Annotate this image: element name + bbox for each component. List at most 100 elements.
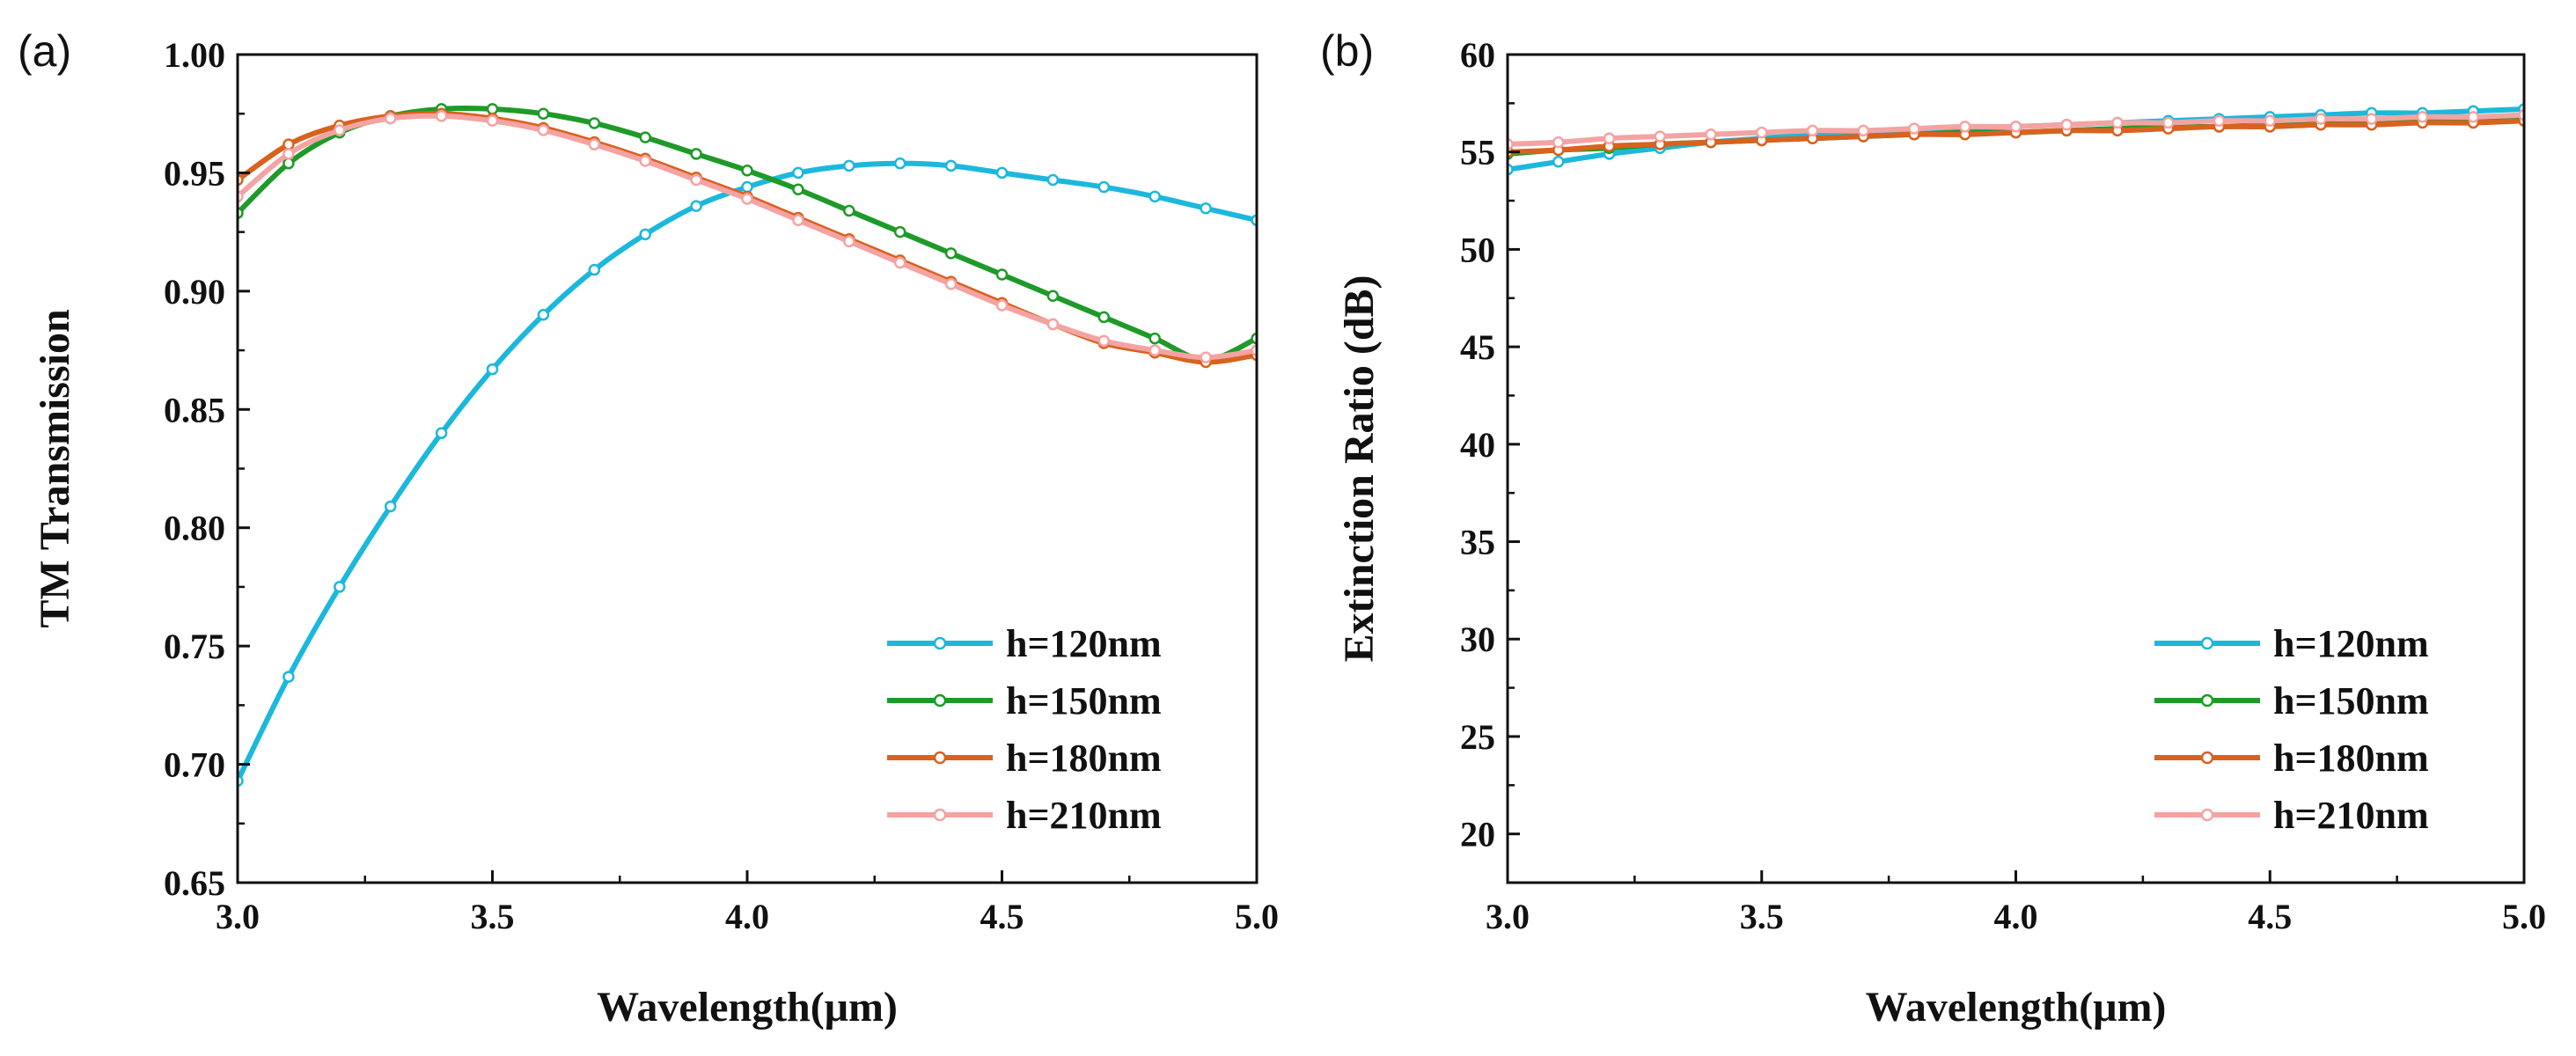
data-point-h=210nm-16: [1046, 318, 1060, 331]
data-point-h=120nm-5: [486, 363, 499, 376]
data-point-h=210nm-8: [1908, 122, 1920, 135]
x-tick-label: 3.5: [1740, 897, 1784, 936]
x-tick-label: 5.0: [2502, 897, 2546, 936]
data-point-h=210nm-8: [639, 155, 651, 167]
data-point-h=210nm-5: [486, 114, 499, 128]
data-point-h=150nm-16: [1046, 290, 1060, 302]
legend: h=120nm h=150nm h=180nm h=210nm: [887, 622, 1162, 837]
data-point-h=210nm-19: [2467, 111, 2479, 123]
data-point-h=150nm-1: [283, 157, 295, 170]
legend-label-h=120nm: h=120nm: [1006, 622, 1162, 665]
data-point-h=150nm-5: [486, 103, 499, 115]
y-tick-label: 60: [1460, 35, 1495, 75]
data-point-h=120nm-4: [435, 427, 448, 439]
data-point-h=210nm-12: [2111, 116, 2124, 129]
data-point-h=150nm-10: [741, 164, 753, 177]
data-point-h=150nm-13: [893, 225, 906, 238]
y-tick-label: 0.85: [164, 390, 225, 429]
data-point-h=150nm-17: [1097, 311, 1111, 324]
y-tick-label: 1.00: [164, 35, 225, 75]
y-tick-label: 0.90: [164, 272, 225, 312]
legend-marker-h=180nm: [2200, 751, 2214, 765]
data-point-h=150nm-18: [1149, 332, 1161, 345]
data-point-h=210nm-9: [1959, 121, 1971, 133]
data-point-h=120nm-11: [792, 166, 804, 180]
legend-label-h=120nm: h=120nm: [2273, 622, 2429, 665]
data-point-h=150nm-14: [944, 247, 958, 260]
data-point-h=210nm-19: [1200, 351, 1212, 363]
y-tick-label: 30: [1460, 620, 1495, 659]
data-point-h=120nm-6: [537, 308, 550, 321]
data-point-h=150nm-12: [843, 204, 855, 217]
legend-label-h=180nm: h=180nm: [2273, 737, 2429, 780]
y-tick-label: 45: [1460, 327, 1495, 367]
data-point-h=150nm-9: [690, 148, 702, 160]
data-point-h=210nm-5: [1756, 126, 1768, 139]
data-point-h=120nm-3: [384, 500, 397, 513]
y-tick-label: 0.70: [164, 745, 225, 785]
data-point-h=150nm-7: [588, 117, 601, 129]
y-axis-title: TM Transmission: [32, 309, 78, 627]
y-tick-label: 55: [1460, 133, 1495, 172]
data-point-h=210nm-14: [2213, 114, 2226, 128]
x-tick-label: 4.5: [2248, 897, 2292, 936]
data-point-h=210nm-13: [893, 256, 906, 269]
data-point-h=120nm-1: [1552, 156, 1565, 168]
data-point-h=120nm-19: [1200, 202, 1212, 215]
data-point-h=210nm-15: [2264, 114, 2276, 128]
legend-marker-h=120nm: [2200, 636, 2214, 650]
data-point-h=210nm-2: [1603, 132, 1616, 144]
y-tick-label: 0.95: [164, 153, 225, 193]
y-tick-label: 40: [1460, 425, 1495, 465]
legend-marker-h=120nm: [933, 636, 947, 650]
series-group: [238, 103, 1257, 788]
legend-marker-h=210nm: [933, 808, 947, 822]
y-tick-label: 50: [1460, 230, 1495, 269]
y-tick-label: 0.80: [164, 509, 225, 548]
data-point-h=210nm-4: [1705, 128, 1717, 141]
x-tick-label: 5.0: [1235, 897, 1279, 936]
data-point-h=210nm-12: [843, 235, 855, 248]
data-point-h=120nm-16: [1046, 173, 1060, 187]
legend: h=120nm h=150nm h=180nm h=210nm: [2154, 622, 2429, 837]
data-point-h=120nm-12: [843, 159, 855, 172]
data-point-h=210nm-17: [2366, 113, 2378, 125]
legend-label-h=180nm: h=180nm: [1006, 737, 1162, 780]
data-point-h=120nm-17: [1097, 180, 1111, 194]
series-line-h=180nm: [238, 111, 1257, 365]
y-tick-label: 0.75: [164, 627, 225, 666]
data-point-h=210nm-2: [334, 124, 346, 136]
data-point-h=210nm-3: [384, 112, 397, 125]
data-point-h=120nm-7: [588, 263, 601, 276]
y-tick-label: 35: [1460, 523, 1495, 562]
data-point-h=210nm-6: [1806, 124, 1819, 137]
data-point-h=210nm-15: [995, 299, 1009, 312]
data-point-h=210nm-7: [1857, 124, 1869, 137]
panel-label: (a): [18, 26, 71, 76]
legend-label-h=150nm: h=150nm: [1006, 679, 1162, 722]
x-tick-label: 3.5: [471, 897, 515, 936]
data-point-h=120nm-8: [639, 228, 651, 241]
data-point-h=210nm-4: [435, 110, 448, 122]
y-tick-label: 0.65: [164, 863, 225, 903]
data-point-h=210nm-18: [2416, 111, 2429, 123]
data-point-h=120nm-2: [334, 581, 346, 593]
data-point-h=210nm-7: [588, 138, 601, 150]
data-point-h=120nm-18: [1149, 190, 1161, 203]
data-point-h=180nm-1: [283, 138, 295, 150]
data-point-h=210nm-11: [792, 214, 804, 226]
data-point-h=120nm-14: [944, 159, 958, 172]
data-point-h=120nm-15: [995, 166, 1009, 180]
data-point-h=210nm-14: [944, 278, 958, 290]
legend-label-h=210nm: h=210nm: [1006, 794, 1162, 837]
legend-marker-h=150nm: [933, 693, 947, 708]
data-point-h=210nm-11: [2060, 118, 2073, 131]
x-tick-label: 4.0: [1994, 897, 2038, 936]
data-point-h=210nm-13: [2162, 116, 2175, 129]
x-tick-label: 4.5: [980, 897, 1024, 936]
y-tick-label: 25: [1460, 717, 1495, 757]
x-tick-label: 3.0: [216, 897, 260, 936]
data-point-h=210nm-17: [1097, 334, 1111, 348]
x-tick-label: 3.0: [1486, 897, 1530, 936]
